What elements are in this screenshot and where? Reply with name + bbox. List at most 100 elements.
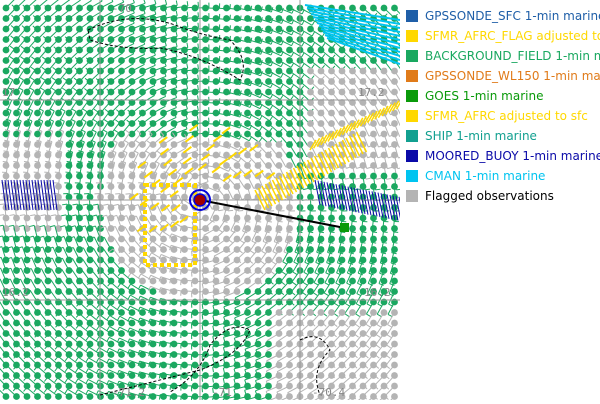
wind-barb-feather xyxy=(213,306,214,311)
observation-dot xyxy=(286,330,293,337)
legend-label: GOES 1-min marine xyxy=(425,89,543,103)
observation-dot xyxy=(328,330,335,337)
observation-dot xyxy=(318,47,325,54)
wind-barb-feather xyxy=(30,215,35,216)
wind-barb-feather xyxy=(75,390,77,394)
observation-dot xyxy=(244,57,251,64)
observation-dot xyxy=(129,320,136,327)
wind-barb-feather xyxy=(83,109,87,112)
observation-dot xyxy=(202,330,209,337)
wind-barb-feather xyxy=(96,369,98,373)
wind-barb-feather xyxy=(86,369,88,373)
observation-dot xyxy=(339,78,346,85)
observation-dot xyxy=(265,330,272,337)
observation-dot xyxy=(108,320,115,327)
observation-dot xyxy=(370,309,377,316)
observation-dot xyxy=(391,330,398,337)
observation-dot xyxy=(339,309,346,316)
legend-item[interactable]: GPSSONDE_SFC 1-min marine xyxy=(406,6,600,26)
observation-dot xyxy=(244,89,251,96)
observation-dot xyxy=(171,131,178,138)
legend-item[interactable]: BACKGROUND_FIELD 1-min m xyxy=(406,46,600,66)
wind-barb-feather xyxy=(376,178,381,179)
observation-dot xyxy=(160,120,167,127)
wind-analysis-map[interactable]: -70 17.2 16.2 17 16.2 -71.2 -71 -70.4 xyxy=(0,0,400,400)
grid-label-left-upper: 17 xyxy=(2,86,15,99)
observation-dot xyxy=(24,26,31,33)
observation-dot xyxy=(76,141,83,148)
observation-dot xyxy=(129,341,136,348)
observation-dot xyxy=(3,57,10,64)
observation-dot xyxy=(370,320,377,327)
observation-dot xyxy=(13,68,20,75)
observation-dot xyxy=(286,141,293,148)
wind-barb-feather xyxy=(115,120,119,123)
legend-item[interactable]: SFMR_AFRC adjusted to sfc xyxy=(406,106,600,126)
observation-dot xyxy=(276,309,283,316)
wind-barb-feather xyxy=(42,67,46,70)
observation-dot xyxy=(349,68,356,75)
observation-dot xyxy=(328,351,335,358)
observation-dot xyxy=(328,372,335,379)
wind-barb-feather xyxy=(4,151,9,152)
observation-dot xyxy=(339,257,346,264)
observation-dot xyxy=(276,341,283,348)
observation-dot xyxy=(349,183,356,190)
observation-dot xyxy=(213,194,220,201)
legend-item[interactable]: SHIP 1-min marine xyxy=(406,126,600,146)
wind-barb-feather xyxy=(86,390,88,394)
observation-dot xyxy=(223,141,230,148)
observation-dot xyxy=(265,225,272,232)
observation-dot xyxy=(391,267,398,274)
observation-dot xyxy=(265,152,272,159)
observation-dot xyxy=(45,78,52,85)
observation-dot xyxy=(307,246,314,253)
observation-dot xyxy=(213,68,220,75)
observation-dot xyxy=(34,36,41,43)
observation-dot xyxy=(286,131,293,138)
observation-dot xyxy=(328,320,335,327)
legend-item[interactable]: GOES 1-min marine xyxy=(406,86,600,106)
wind-barb-feather xyxy=(134,205,139,206)
observation-dot xyxy=(171,372,178,379)
observation-dot xyxy=(381,393,388,400)
observation-dot xyxy=(391,278,398,285)
observation-dot xyxy=(45,351,52,358)
observation-dot xyxy=(55,15,62,22)
observation-dot xyxy=(129,236,136,243)
observation-dot xyxy=(223,5,230,12)
observation-dot xyxy=(276,131,283,138)
legend-item[interactable]: CMAN 1-min marine xyxy=(406,166,600,186)
observation-dot xyxy=(391,131,398,138)
observation-dot xyxy=(244,183,251,190)
observation-dot xyxy=(286,393,293,400)
observation-dot xyxy=(66,236,73,243)
legend-item[interactable]: MOORED_BUOY 1-min marine xyxy=(406,146,600,166)
observation-dot xyxy=(76,383,83,390)
observation-dot xyxy=(139,267,146,274)
observation-dot xyxy=(181,15,188,22)
wind-barb-feather xyxy=(187,22,188,27)
legend-item[interactable]: SFMR_AFRC_FLAG adjusted to xyxy=(406,26,600,46)
observation-dot xyxy=(276,110,283,117)
legend-item[interactable]: Flagged observations xyxy=(406,186,600,206)
observation-dot xyxy=(360,215,367,222)
observation-dot xyxy=(118,320,125,327)
legend-label: SHIP 1-min marine xyxy=(425,129,537,143)
observation-dot xyxy=(66,330,73,337)
observation-dot xyxy=(223,26,230,33)
observation-dot xyxy=(244,341,251,348)
wind-barb-feather xyxy=(86,347,89,351)
observation-dot xyxy=(129,141,136,148)
observation-dot xyxy=(244,15,251,22)
wind-barb-feather xyxy=(213,326,214,331)
wind-barb-feather xyxy=(10,46,14,49)
legend-item[interactable]: GPSSONDE_WL150 1-min mar xyxy=(406,66,600,86)
observation-dot xyxy=(181,204,188,211)
observation-dot xyxy=(265,26,272,33)
observation-dot xyxy=(213,131,220,138)
observation-dot xyxy=(213,225,220,232)
wind-barb-feather xyxy=(10,57,14,60)
observation-dot xyxy=(87,15,94,22)
observation-dot xyxy=(171,89,178,96)
